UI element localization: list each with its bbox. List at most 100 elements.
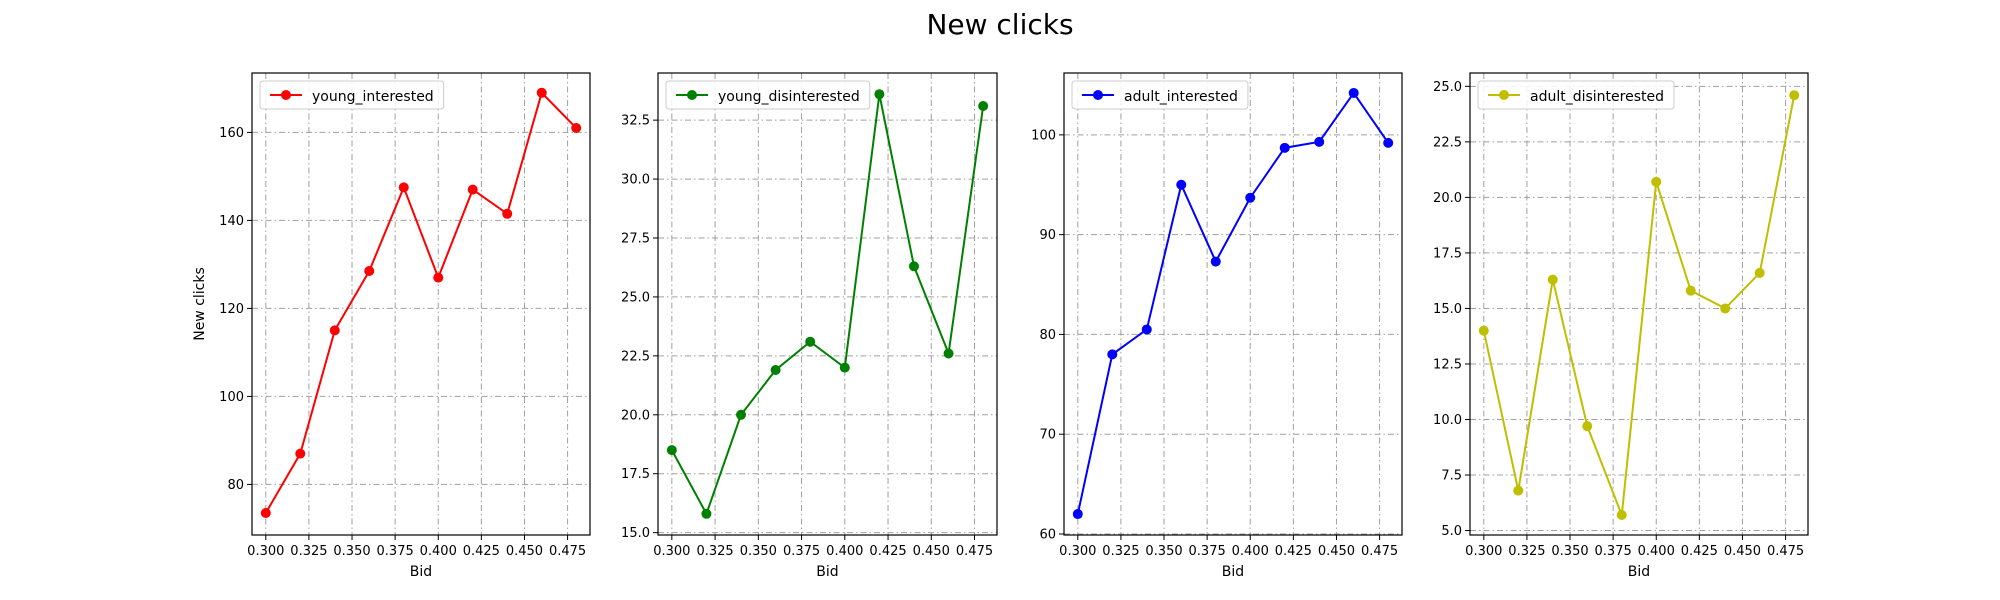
x-tick-label: 0.325 bbox=[1508, 544, 1545, 559]
data-point bbox=[1616, 510, 1627, 521]
x-tick-label: 0.300 bbox=[1059, 544, 1096, 559]
subplot-4: 0.300 0.325 0.350 0.375 0.400 0.425 0.450 0.475… bbox=[1433, 72, 1809, 580]
x-axis-label: Bid bbox=[1628, 564, 1650, 580]
legend-box bbox=[1071, 80, 1249, 110]
x-tick-label: 0.475 bbox=[1361, 544, 1398, 559]
x-tick-label: 0.375 bbox=[1595, 544, 1632, 559]
data-point bbox=[1141, 324, 1152, 335]
data-point bbox=[398, 182, 409, 193]
data-point bbox=[1176, 179, 1187, 190]
subplot-3: 0.300 0.325 0.350 0.375 0.400 0.425 0.450 0.475… bbox=[1031, 72, 1403, 580]
data-point bbox=[1245, 192, 1256, 203]
y-tick-label: 20.0 bbox=[621, 408, 650, 423]
y-tick-label: 15.0 bbox=[1433, 302, 1462, 317]
legend-box bbox=[665, 80, 871, 110]
data-point bbox=[874, 89, 885, 100]
x-tick-label: 0.400 bbox=[420, 544, 457, 559]
y-tick-label: 70 bbox=[1039, 428, 1056, 443]
data-point bbox=[1754, 267, 1765, 278]
data-point bbox=[1279, 142, 1290, 153]
series-line-adult_disinterested bbox=[1482, 95, 1796, 516]
axes-frame bbox=[1469, 72, 1809, 536]
data-point bbox=[260, 508, 271, 518]
x-tick-label: 0.450 bbox=[1318, 544, 1355, 559]
y-tick-label: 140 bbox=[219, 214, 244, 229]
data-point bbox=[1383, 137, 1394, 148]
y-axis-label: New clicks bbox=[192, 267, 208, 341]
x-tick-label: 0.400 bbox=[1232, 544, 1269, 559]
data-point bbox=[502, 208, 513, 219]
legend-marker bbox=[1093, 90, 1103, 100]
y-tick-label: 32.5 bbox=[621, 114, 650, 129]
y-tick-label: 17.5 bbox=[621, 467, 650, 482]
x-tick-label: 0.475 bbox=[956, 544, 993, 559]
data-point bbox=[770, 365, 781, 375]
y-tick-label: 80 bbox=[1039, 328, 1056, 343]
x-tick-label: 0.300 bbox=[247, 544, 284, 559]
legend-label: adult_disinterested bbox=[1530, 89, 1664, 105]
data-point bbox=[805, 336, 816, 347]
data-point bbox=[467, 184, 478, 195]
x-tick-label: 0.300 bbox=[653, 544, 690, 559]
data-point bbox=[1685, 285, 1696, 296]
subplot-1: 0.300 0.325 0.350 0.375 0.400 0.425 0.450 0.475… bbox=[192, 72, 591, 580]
data-point bbox=[1348, 87, 1359, 98]
axes-frame bbox=[251, 72, 591, 536]
y-tick-label: 7.5 bbox=[1441, 469, 1462, 484]
legend-box bbox=[259, 80, 445, 110]
data-point bbox=[736, 409, 747, 420]
data-point bbox=[364, 266, 375, 276]
series-line-adult_interested bbox=[1076, 91, 1390, 515]
legend: young_disinterested bbox=[665, 80, 871, 110]
y-tick-label: 17.5 bbox=[1433, 246, 1462, 261]
y-tick-label: 80 bbox=[227, 478, 244, 493]
x-tick-label: 0.475 bbox=[549, 544, 586, 559]
x-tick-label: 0.450 bbox=[1724, 544, 1761, 559]
x-axis-label: Bid bbox=[816, 564, 838, 580]
data-point bbox=[295, 448, 306, 459]
x-tick-label: 0.425 bbox=[463, 544, 500, 559]
x-tick-label: 0.400 bbox=[1638, 544, 1675, 559]
legend: young_interested bbox=[259, 80, 445, 110]
y-tick-label: 22.5 bbox=[1433, 135, 1462, 150]
data-point bbox=[839, 362, 850, 373]
x-tick-label: 0.425 bbox=[869, 544, 906, 559]
subplot-2: 0.300 0.325 0.350 0.375 0.400 0.425 0.450 0.475… bbox=[621, 72, 998, 580]
x-tick-label: 0.325 bbox=[1102, 544, 1139, 559]
data-point bbox=[1582, 421, 1593, 432]
y-tick-label: 12.5 bbox=[1433, 357, 1462, 372]
legend-marker bbox=[1499, 90, 1509, 100]
x-tick-label: 0.350 bbox=[1145, 544, 1182, 559]
data-point bbox=[571, 123, 582, 133]
y-tick-label: 5.0 bbox=[1441, 524, 1462, 539]
y-tick-label: 27.5 bbox=[621, 232, 650, 247]
x-tick-label: 0.350 bbox=[333, 544, 370, 559]
x-tick-label: 0.450 bbox=[506, 544, 543, 559]
x-axis-label: Bid bbox=[410, 564, 432, 580]
data-point bbox=[1547, 274, 1558, 285]
legend: adult_disinterested bbox=[1477, 80, 1675, 110]
data-point bbox=[1720, 303, 1731, 314]
y-tick-label: 20.0 bbox=[1433, 191, 1462, 206]
x-tick-label: 0.400 bbox=[826, 544, 863, 559]
legend-label: adult_interested bbox=[1124, 89, 1238, 105]
x-tick-label: 0.375 bbox=[377, 544, 414, 559]
data-point bbox=[978, 101, 989, 111]
x-tick-label: 0.325 bbox=[290, 544, 327, 559]
data-point bbox=[1651, 176, 1662, 187]
x-tick-label: 0.425 bbox=[1275, 544, 1312, 559]
data-point bbox=[943, 348, 954, 359]
y-tick-label: 120 bbox=[219, 302, 244, 317]
data-point bbox=[666, 445, 677, 456]
series-line-young_disinterested bbox=[670, 94, 985, 517]
data-point bbox=[1314, 136, 1325, 147]
axes-frame bbox=[1063, 72, 1403, 536]
data-point bbox=[1513, 485, 1524, 496]
x-tick-label: 0.375 bbox=[783, 544, 820, 559]
x-tick-label: 0.325 bbox=[696, 544, 733, 559]
data-point bbox=[1072, 509, 1083, 520]
y-tick-label: 15.0 bbox=[621, 526, 650, 541]
y-tick-label: 22.5 bbox=[621, 349, 650, 364]
